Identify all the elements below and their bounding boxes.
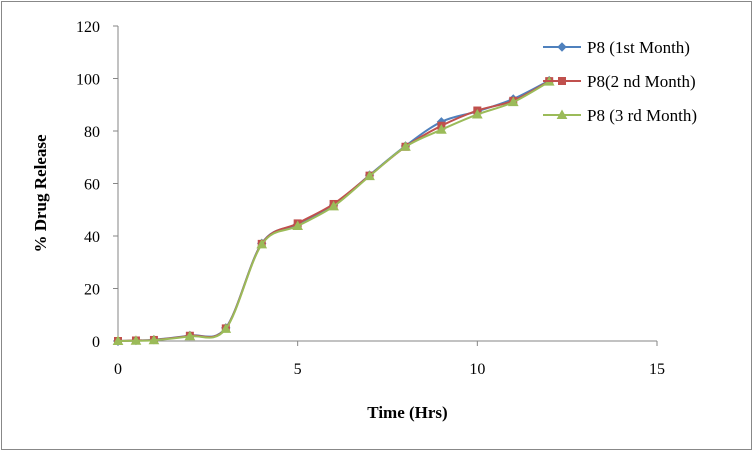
series-2 [114, 77, 554, 345]
y-tick-label: 20 [84, 282, 100, 299]
y-tick-label: 60 [84, 177, 100, 194]
series-line [117, 80, 550, 342]
data-point [400, 141, 411, 151]
series-3 [112, 76, 555, 345]
series-layer [112, 75, 555, 346]
data-point [507, 96, 519, 107]
legend-marker [558, 77, 566, 85]
data-point [220, 323, 232, 333]
y-tick-label: 120 [76, 19, 100, 36]
data-point [328, 200, 339, 211]
data-point [130, 335, 142, 345]
x-tick-label: 10 [469, 361, 485, 378]
x-tick-label: 0 [114, 361, 122, 378]
legend-entry-2: P8(2 nd Month) [543, 72, 696, 91]
y-tick-label: 100 [76, 72, 100, 89]
series-line [117, 79, 550, 342]
x-tick-label: 15 [649, 361, 665, 378]
legend: P8 (1st Month) P8(2 nd Month) P8 (3 rd Mon… [543, 38, 697, 125]
legend-label: P8 (3 rd Month) [587, 106, 697, 125]
y-tick-label: 80 [84, 124, 100, 141]
y-tick-label: 0 [92, 334, 100, 351]
legend-label: P8(2 nd Month) [587, 72, 696, 91]
data-point [436, 124, 447, 134]
axes: 0 20 40 60 80 100 120 0 5 10 15 [76, 19, 665, 378]
data-point [364, 170, 375, 181]
data-point [148, 334, 160, 345]
x-axis-title: Time (Hrs) [367, 403, 447, 422]
data-point [256, 238, 268, 249]
legend-label: P8 (1st Month) [587, 38, 690, 57]
x-tick-label: 5 [294, 361, 302, 378]
data-point [184, 330, 196, 341]
legend-marker [557, 42, 567, 52]
y-tick-label: 40 [84, 229, 100, 246]
data-point [292, 220, 304, 231]
series-1 [113, 75, 554, 346]
legend-marker [556, 109, 568, 119]
data-point [112, 335, 124, 345]
legend-entry-1: P8 (1st Month) [543, 38, 690, 57]
legend-entry-3: P8 (3 rd Month) [543, 106, 697, 125]
data-point [471, 108, 483, 119]
y-axis-title: % Drug Release [31, 134, 50, 252]
series-line [117, 80, 550, 342]
